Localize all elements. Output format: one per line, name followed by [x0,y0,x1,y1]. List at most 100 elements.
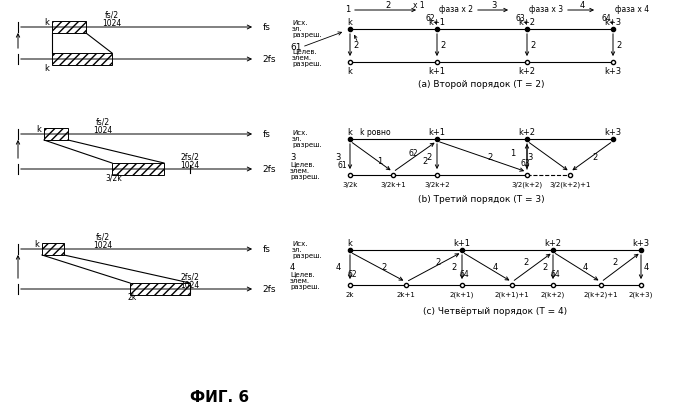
Text: 2fs: 2fs [262,164,275,173]
Text: k: k [36,125,41,133]
Text: 3/2k+2: 3/2k+2 [424,182,450,188]
Text: 61: 61 [337,161,347,169]
Text: эл.: эл. [292,26,303,32]
Text: 3/2k+1: 3/2k+1 [380,182,406,188]
Text: 2: 2 [440,41,446,50]
Text: 1: 1 [510,148,516,158]
Text: k+1: k+1 [454,239,470,248]
Text: k+1: k+1 [428,128,445,136]
Bar [44,128,68,140]
Text: фаза x 2: фаза x 2 [439,5,473,13]
Text: 2: 2 [354,41,359,50]
Text: Исх.: Исх. [292,20,308,26]
Text: 62: 62 [426,13,435,23]
Text: Целев.: Целев. [290,162,315,168]
Text: разреш.: разреш. [292,142,322,148]
Text: 64: 64 [459,270,469,279]
Text: k: k [45,63,50,73]
Bar [52,21,86,33]
Text: fs/2: fs/2 [105,10,119,20]
Text: Исх.: Исх. [292,130,308,136]
Bar [112,163,164,175]
Text: 3: 3 [290,153,296,161]
Text: 63: 63 [520,158,530,168]
Text: k: k [45,18,50,27]
Text: 2: 2 [386,0,391,10]
Text: 2(k+1)+1: 2(k+1)+1 [495,292,529,298]
Text: 2: 2 [524,258,529,267]
Text: (a) Второй порядок (T = 2): (a) Второй порядок (T = 2) [418,80,545,88]
Text: 1: 1 [345,5,351,13]
Text: 62: 62 [347,270,356,279]
Text: 2: 2 [487,153,493,161]
Text: 2: 2 [435,258,440,267]
Text: x 1: x 1 [413,0,425,10]
Text: разреш.: разреш. [290,284,319,290]
Text: 2: 2 [422,156,428,166]
Text: 2(k+1): 2(k+1) [450,292,474,298]
Text: 4: 4 [336,263,340,272]
Text: 63: 63 [515,13,525,23]
Text: разреш.: разреш. [292,253,322,259]
Text: fs: fs [263,23,271,32]
Text: 2k+1: 2k+1 [396,292,415,298]
Text: 64: 64 [550,270,560,279]
Text: 3/2k: 3/2k [106,173,122,183]
Text: ФИГ. 6: ФИГ. 6 [190,389,250,404]
Text: 2: 2 [593,153,598,161]
Text: 4: 4 [643,263,649,272]
Text: 2fs/2: 2fs/2 [180,272,199,281]
Text: 2: 2 [382,263,387,272]
Text: fs/2: fs/2 [96,233,110,241]
Text: fs/2: fs/2 [96,118,110,126]
Text: элем.: элем. [290,278,310,284]
Text: разреш.: разреш. [292,32,322,38]
Text: k: k [347,18,352,27]
Text: k+3: k+3 [605,18,621,27]
Text: k+3: k+3 [633,239,649,248]
Text: k+2: k+2 [545,239,561,248]
Text: 1024: 1024 [180,281,200,289]
Text: k: k [347,128,352,136]
Text: 4: 4 [579,0,584,10]
Text: k+2: k+2 [519,128,535,136]
Text: 2: 2 [531,41,535,50]
Text: 2(k+2): 2(k+2) [541,292,565,298]
Text: 4: 4 [582,263,588,272]
Bar [42,243,64,255]
Text: 2(k+2)+1: 2(k+2)+1 [584,292,619,298]
Text: фаза x 3: фаза x 3 [529,5,563,13]
Text: Целев.: Целев. [290,272,315,278]
Text: 4: 4 [492,263,498,272]
Text: разреш.: разреш. [292,61,322,67]
Text: 4: 4 [290,264,295,272]
Text: 3: 3 [491,0,497,10]
Text: (b) Третий порядок (T = 3): (b) Третий порядок (T = 3) [418,194,545,203]
Bar [52,53,112,65]
Text: 61: 61 [290,43,301,52]
Text: k+3: k+3 [605,128,621,136]
Text: 2k: 2k [127,294,136,302]
Text: 2fs/2: 2fs/2 [180,153,199,161]
Text: 1024: 1024 [180,161,200,169]
Text: 2k: 2k [346,292,354,298]
Text: элем.: элем. [290,168,310,174]
Text: 3: 3 [336,153,340,161]
Text: 2: 2 [452,263,456,272]
Text: fs: fs [263,244,271,254]
Text: 2(k+3): 2(k+3) [629,292,653,298]
Text: 2fs: 2fs [262,284,275,294]
Text: k ровно: k ровно [360,128,390,136]
Text: разреш.: разреш. [290,174,319,180]
Text: (c) Четвёртый порядок (T = 4): (c) Четвёртый порядок (T = 4) [424,306,568,316]
Text: k+3: k+3 [605,66,621,75]
Text: k+1: k+1 [428,18,445,27]
Text: 1024: 1024 [94,241,113,249]
Text: 2: 2 [617,41,621,50]
Text: k+2: k+2 [519,18,535,27]
Text: k+2: k+2 [519,66,535,75]
Text: k: k [347,239,352,248]
Text: 64: 64 [601,13,611,23]
Text: 62: 62 [408,148,418,158]
Text: fs: fs [263,130,271,138]
